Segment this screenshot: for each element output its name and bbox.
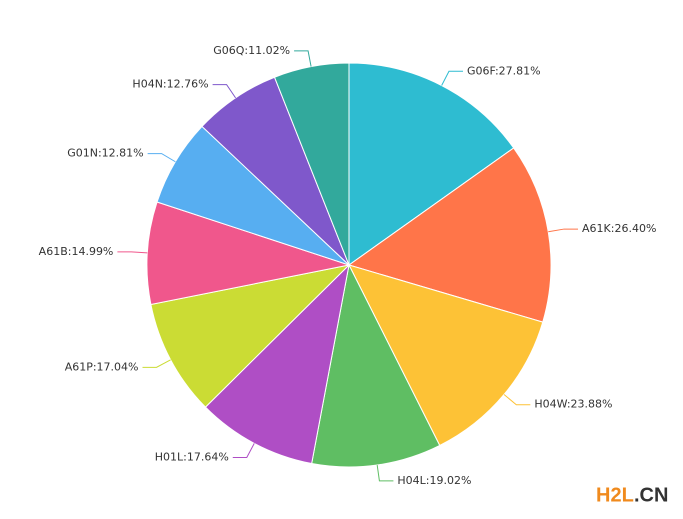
slice-label: A61K:26.40% xyxy=(582,222,656,235)
pie-slice xyxy=(348,62,515,266)
slice-label: G06F:27.81% xyxy=(467,64,541,77)
leader-line xyxy=(503,394,531,406)
slice-label: H04L:19.02% xyxy=(397,474,471,487)
slice-label: H01L:17.64% xyxy=(155,451,229,464)
leader-line xyxy=(147,153,176,163)
leader-line xyxy=(548,228,579,233)
pie-slice xyxy=(348,264,544,447)
pie-slice xyxy=(150,264,351,408)
slice-label: A61B:14.99% xyxy=(39,245,114,258)
leader-line xyxy=(212,84,236,99)
slice-label: G06Q:11.02% xyxy=(213,44,290,57)
watermark: .CN xyxy=(634,484,668,506)
leader-line xyxy=(294,50,312,67)
leader-line xyxy=(117,251,148,254)
leader-line xyxy=(441,70,463,86)
pie-slice xyxy=(273,62,350,266)
leader-line xyxy=(142,359,171,368)
pie-slice xyxy=(204,263,350,465)
watermark: H2L xyxy=(596,484,634,506)
pie-slice xyxy=(146,201,351,306)
leader-line xyxy=(376,464,394,482)
slice-label: A61P:17.04% xyxy=(65,360,139,373)
leader-line xyxy=(232,443,255,459)
slice-label: G01N:12.81% xyxy=(67,147,143,160)
pie-slice xyxy=(311,263,441,468)
slice-label: H04W:23.88% xyxy=(534,398,612,411)
pie-slice xyxy=(347,147,552,323)
slice-label: H04N:12.76% xyxy=(132,78,208,91)
